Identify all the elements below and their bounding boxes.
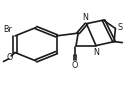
Text: S: S — [118, 23, 123, 32]
Text: N: N — [82, 13, 88, 22]
Text: O: O — [72, 61, 78, 70]
Text: Br: Br — [3, 25, 12, 34]
Text: O: O — [7, 53, 13, 62]
Text: N: N — [94, 48, 100, 57]
